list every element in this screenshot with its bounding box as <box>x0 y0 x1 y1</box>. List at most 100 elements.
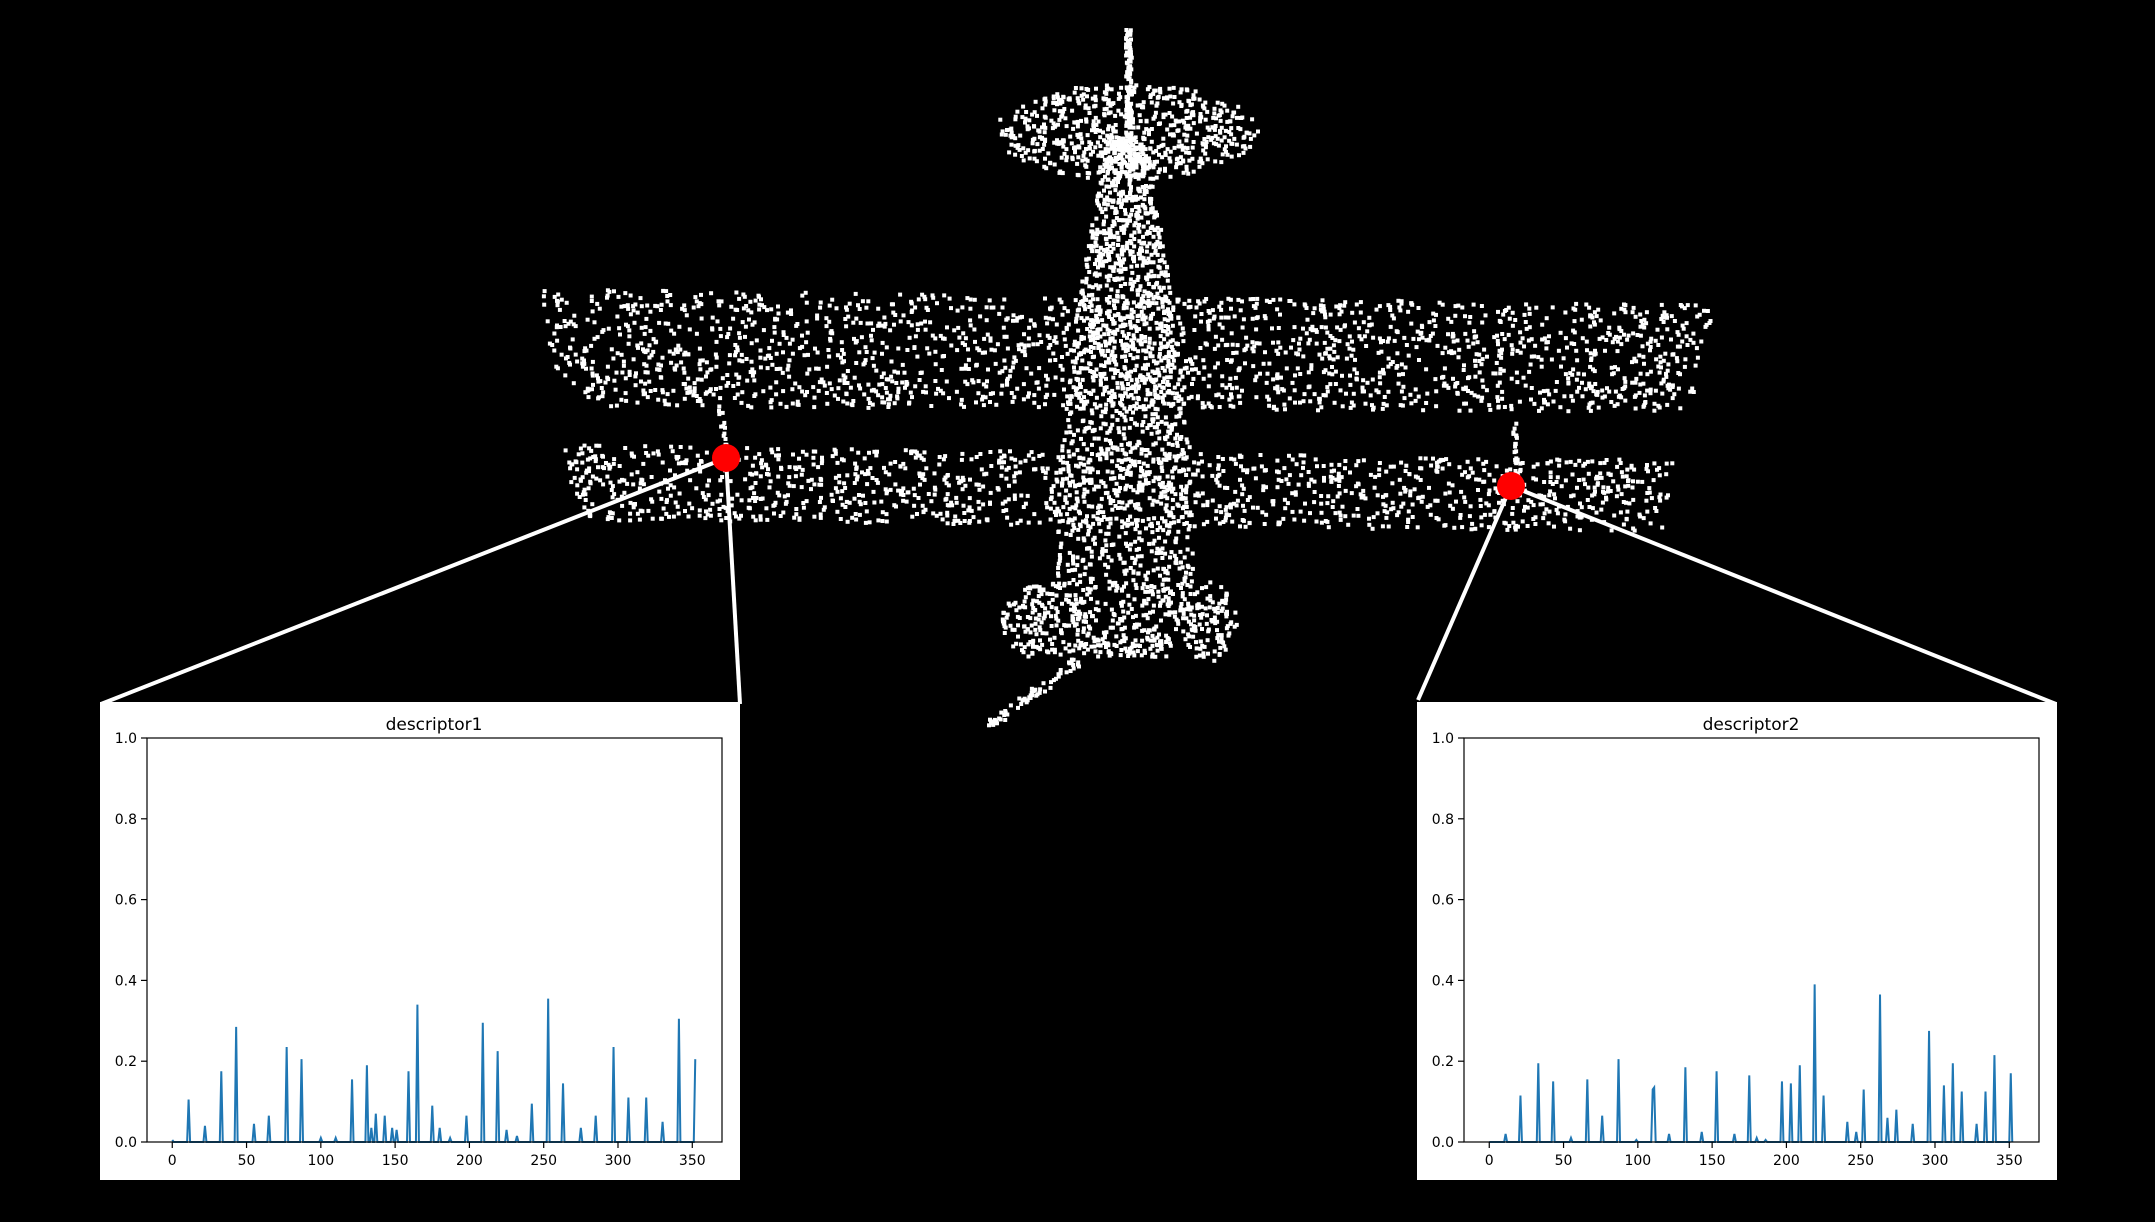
cloud-point <box>1060 171 1065 176</box>
cloud-point <box>1022 345 1027 349</box>
cloud-point <box>1064 325 1069 330</box>
cloud-point <box>1228 119 1233 124</box>
cloud-point <box>1139 465 1143 470</box>
cloud-point <box>700 491 705 496</box>
cloud-point <box>1043 96 1048 101</box>
cloud-point <box>1220 337 1225 342</box>
cloud-point <box>586 395 591 400</box>
cloud-point <box>1219 138 1224 143</box>
cloud-point <box>1203 151 1208 156</box>
cloud-point <box>1103 151 1108 155</box>
point-cloud-biplane <box>541 28 1713 728</box>
cloud-point <box>705 483 710 488</box>
cloud-point <box>1129 325 1134 330</box>
cloud-point <box>1539 406 1544 411</box>
cloud-point <box>1120 244 1125 249</box>
cloud-point <box>1105 142 1110 147</box>
cloud-point <box>742 294 747 299</box>
cloud-point <box>1209 137 1214 142</box>
cloud-point <box>1640 344 1645 349</box>
cloud-point <box>1088 299 1093 304</box>
cloud-point <box>1302 453 1307 458</box>
cloud-point <box>1441 458 1446 462</box>
cloud-point <box>1180 326 1185 331</box>
cloud-point <box>833 475 838 480</box>
cloud-point <box>1126 117 1131 122</box>
cloud-point <box>628 293 633 298</box>
cloud-point <box>649 475 654 479</box>
cloud-point <box>1203 341 1208 346</box>
cloud-point <box>641 461 646 466</box>
cloud-point <box>1104 106 1109 111</box>
cloud-point <box>1381 367 1385 372</box>
cloud-point <box>664 289 669 294</box>
cloud-point <box>1041 469 1046 474</box>
cloud-point <box>1099 496 1104 501</box>
cloud-point <box>1325 346 1330 351</box>
cloud-point <box>1159 491 1164 496</box>
cloud-point <box>1660 525 1665 530</box>
cloud-point <box>1140 104 1145 109</box>
cloud-point <box>650 499 655 504</box>
cloud-point <box>1613 389 1618 394</box>
cloud-point <box>973 339 977 344</box>
cloud-point <box>1502 405 1507 409</box>
cloud-point <box>1624 517 1629 522</box>
cloud-point <box>1131 165 1136 170</box>
cloud-point <box>1548 480 1553 484</box>
cloud-point <box>1630 485 1635 490</box>
cloud-point <box>1200 401 1205 406</box>
cloud-point <box>1216 343 1221 348</box>
cloud-point <box>1082 491 1087 496</box>
cloud-point <box>1583 461 1587 466</box>
cloud-point <box>1112 151 1117 156</box>
cloud-point <box>1135 490 1140 495</box>
cloud-point <box>1040 147 1045 151</box>
cloud-point <box>1124 198 1129 203</box>
cloud-point <box>1221 469 1226 473</box>
cloud-point <box>1276 351 1281 356</box>
cloud-point <box>1077 302 1082 307</box>
cloud-point <box>1472 393 1477 398</box>
cloud-point <box>918 371 923 375</box>
cloud-point <box>1394 329 1399 334</box>
cloud-point <box>1112 359 1117 364</box>
cloud-point <box>751 514 756 519</box>
cloud-point <box>656 397 661 402</box>
cloud-point <box>1240 492 1245 497</box>
cloud-point <box>746 403 751 408</box>
cloud-point <box>1619 342 1624 347</box>
cloud-point <box>1148 377 1153 382</box>
cloud-point <box>1109 367 1113 372</box>
cloud-point <box>1131 343 1136 348</box>
cloud-point <box>1026 148 1031 153</box>
cloud-point <box>1312 392 1317 397</box>
cloud-point <box>569 480 574 485</box>
cloud-point <box>1076 99 1081 104</box>
cloud-point <box>1090 223 1095 228</box>
cloud-point <box>842 481 847 486</box>
cloud-point <box>924 390 928 395</box>
cloud-point <box>1198 112 1203 116</box>
cloud-point <box>1611 479 1616 484</box>
cloud-point <box>1169 426 1174 431</box>
cloud-point <box>1092 644 1097 649</box>
cloud-point <box>1021 158 1026 163</box>
cloud-point <box>1102 112 1107 117</box>
cloud-point <box>580 460 585 465</box>
cloud-point <box>1012 493 1017 498</box>
cloud-point <box>1629 463 1634 468</box>
cloud-point <box>1137 327 1141 332</box>
cloud-point <box>1179 102 1184 107</box>
cloud-point <box>765 517 770 522</box>
cloud-point <box>583 346 588 351</box>
cloud-point <box>804 340 809 345</box>
cloud-point <box>1669 314 1674 319</box>
cloud-point <box>1205 499 1210 504</box>
cloud-point <box>1587 305 1592 310</box>
cloud-point <box>871 489 876 494</box>
cloud-point <box>1094 395 1099 400</box>
cloud-point <box>1137 113 1142 118</box>
cloud-point <box>966 357 971 362</box>
cloud-point <box>747 498 752 503</box>
